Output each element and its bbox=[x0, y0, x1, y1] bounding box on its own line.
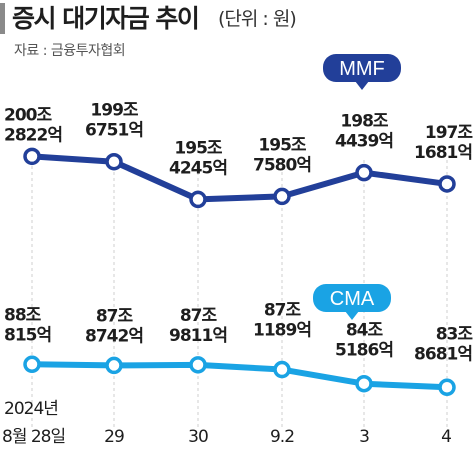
x-tick-label-4: 3 bbox=[359, 427, 369, 447]
cma-point-3 bbox=[273, 360, 291, 379]
mmf-data-label-3-0: 195조 bbox=[258, 135, 306, 155]
mmf-data-label-1-0: 199조 bbox=[90, 101, 138, 121]
x-tick-label-2: 30 bbox=[188, 427, 208, 447]
cma-data-label-4-0: 84조 bbox=[346, 321, 384, 341]
cma-data-label-0-0: 88조 bbox=[4, 305, 42, 325]
mmf-data-label-0-1: 2822억 bbox=[4, 125, 62, 145]
mmf-badge-label: MMF bbox=[339, 58, 385, 80]
mmf-data-label-2-1: 4245억 bbox=[169, 158, 227, 178]
mmf-data-label-2-0: 195조 bbox=[174, 138, 222, 158]
cma-data-label-5-1: 8681억 bbox=[414, 344, 472, 364]
mmf-point-1 bbox=[105, 152, 123, 171]
x-tick-label-1: 29 bbox=[104, 427, 124, 447]
cma-data-label-4-1: 5186억 bbox=[335, 341, 393, 361]
mmf-point-4 bbox=[355, 163, 373, 182]
mmf-point-5 bbox=[438, 175, 456, 193]
mmf-series-badge: MMF bbox=[323, 54, 401, 90]
cma-data-label-2-0: 87조 bbox=[180, 306, 218, 326]
cma-data-label-1-1: 8742억 bbox=[85, 326, 143, 346]
cma-badge-shape bbox=[313, 284, 391, 312]
cma-point-5 bbox=[438, 378, 456, 397]
mmf-series-line bbox=[29, 153, 450, 203]
source-note: 자료 : 금융투자협회 bbox=[14, 43, 126, 59]
mmf-point-3 bbox=[273, 187, 291, 206]
mmf-badge-shape bbox=[323, 54, 401, 82]
x-year-label: 2024년 bbox=[4, 399, 58, 419]
cma-data-label-3-0: 87조 bbox=[264, 301, 302, 321]
cma-point-0 bbox=[23, 355, 41, 374]
x-tick-label-0: 8월 28일 bbox=[2, 427, 65, 447]
mmf-data-label-5-1: 1681억 bbox=[414, 143, 472, 163]
mmf-badge-pointer bbox=[355, 81, 369, 90]
chart-title: 증시 대기자금 추이 bbox=[12, 4, 200, 33]
cma-series-badge: CMA bbox=[313, 284, 391, 320]
cma-data-label-5-0: 83조 bbox=[436, 324, 474, 344]
mmf-data-label-1-1: 6751억 bbox=[85, 121, 143, 141]
cma-series-line bbox=[29, 361, 450, 391]
mmf-data-label-0-0: 200조 bbox=[4, 105, 52, 125]
cma-badge-pointer bbox=[345, 311, 359, 320]
mmf-point-0 bbox=[23, 147, 41, 166]
cma-data-label-0-1: 815억 bbox=[4, 325, 51, 345]
cma-data-label-2-1: 9811억 bbox=[169, 326, 227, 346]
cma-badge-label: CMA bbox=[330, 288, 375, 310]
title-bar: 증시 대기자금 추이 (단위 : 원) bbox=[0, 0, 474, 36]
cma-point-4 bbox=[355, 374, 373, 393]
mmf-data-label-5-0: 197조 bbox=[425, 123, 473, 143]
unit-note: (단위 : 원) bbox=[218, 8, 297, 30]
mmf-point-2 bbox=[189, 190, 207, 209]
title-accent-bar bbox=[0, 3, 5, 34]
mmf-data-label-4-0: 198조 bbox=[340, 112, 388, 132]
cma-data-label-3-1: 1189억 bbox=[253, 321, 311, 341]
x-tick-label-5: 4 bbox=[441, 427, 451, 447]
cma-point-1 bbox=[105, 356, 123, 375]
cma-point-2 bbox=[189, 356, 207, 374]
cma-data-label-1-0: 87조 bbox=[96, 306, 134, 326]
mmf-data-label-4-1: 4439억 bbox=[335, 132, 393, 152]
mmf-data-label-3-1: 7580억 bbox=[253, 155, 311, 175]
x-tick-label-3: 9.2 bbox=[270, 427, 294, 447]
